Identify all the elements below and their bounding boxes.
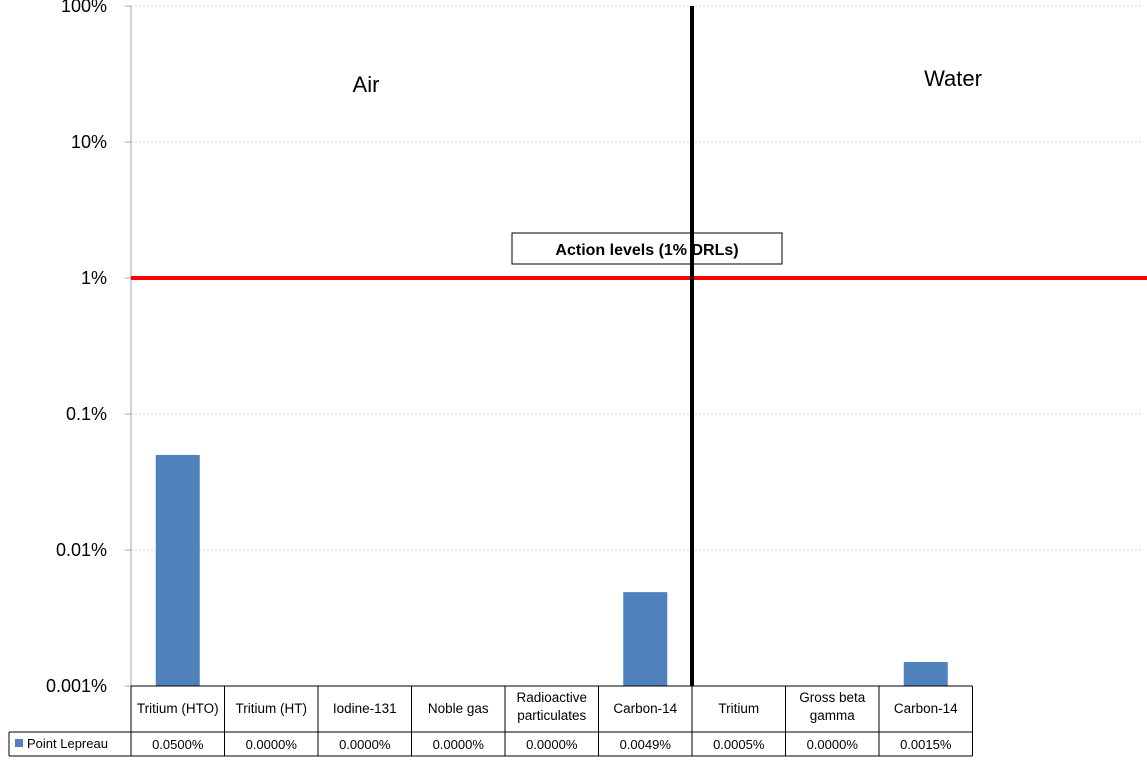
bar (155, 454, 200, 686)
x-tick-label: Carbon-14 (894, 701, 958, 716)
x-tick-label: Carbon-14 (613, 701, 677, 716)
data-label: 0.0015% (900, 737, 952, 752)
x-tick-label: Tritium (718, 701, 759, 716)
y-tick-label: 0.01% (56, 540, 107, 560)
region-labels: Air Water (353, 66, 982, 97)
action-level-box (511, 232, 783, 265)
x-tick-label: Tritium (HT) (236, 701, 307, 716)
y-tick-label: 100% (61, 0, 107, 16)
x-tick-label: Radioactive (516, 690, 587, 705)
x-tick-label: Noble gas (428, 701, 489, 716)
region-label-air: Air (353, 72, 380, 97)
data-label: 0.0005% (713, 737, 765, 752)
bar (623, 592, 668, 686)
data-label: 0.0000% (807, 737, 859, 752)
bars (155, 454, 948, 686)
legend-swatch (15, 739, 23, 747)
data-label: 0.0000% (246, 737, 298, 752)
region-label-water: Water (924, 66, 982, 91)
y-tick-label: 0.001% (46, 676, 107, 696)
y-tick-label: 10% (71, 132, 107, 152)
x-tick-label: Gross beta (799, 690, 866, 705)
data-label: 0.0000% (433, 737, 485, 752)
y-axis: 100% 10% 1% 0.1% 0.01% 0.001% (46, 0, 132, 696)
legend-label: Point Lepreau (27, 736, 108, 751)
reference-line: Action levels (1% DRLs) (131, 232, 1147, 280)
data-label: 0.0049% (620, 737, 672, 752)
y-tick-label: 0.1% (66, 404, 107, 424)
action-level-label: Action levels (1% DRLs) (555, 242, 738, 259)
x-tick-label: gamma (810, 708, 856, 723)
bar (903, 662, 948, 686)
x-tick-label: Iodine-131 (333, 701, 397, 716)
x-tick-label: particulates (517, 708, 586, 723)
data-label: 0.0000% (526, 737, 578, 752)
x-tick-label: Tritium (HTO) (137, 701, 219, 716)
data-label: 0.0000% (339, 737, 391, 752)
data-table: Tritium (HTO) Tritium (HT) Iodine-131 Noble… (8, 685, 973, 757)
y-tick-label: 1% (81, 268, 107, 288)
data-label: 0.0500% (152, 737, 204, 752)
